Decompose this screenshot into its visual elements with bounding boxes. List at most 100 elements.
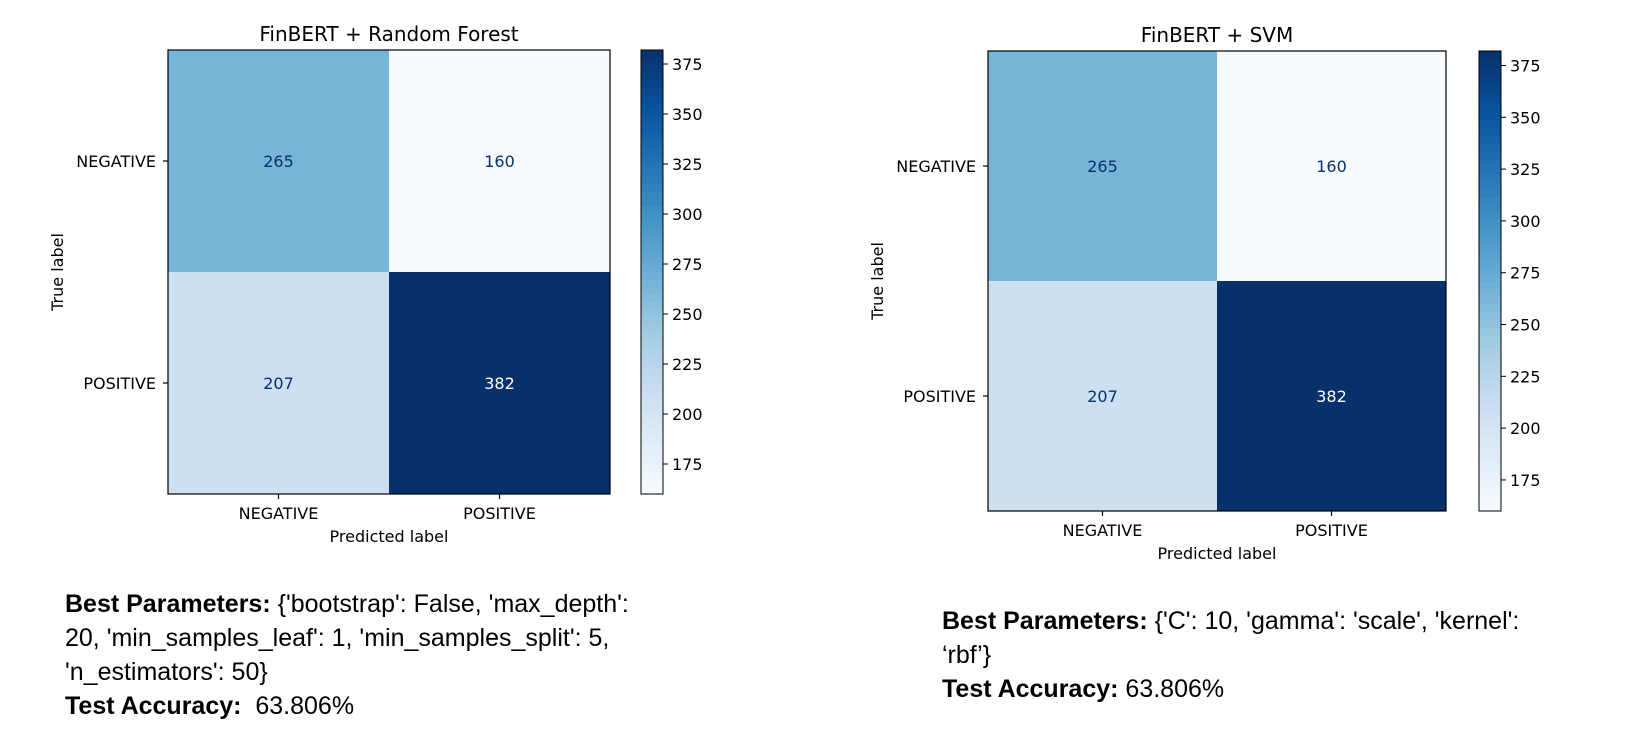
svm-colorbar-seg [1479,304,1501,313]
svm-colorbar-seg [1479,380,1501,389]
svm-colorbar-tick-label-7: 350 [1510,108,1541,127]
rf-colorbar-seg [641,486,663,495]
rf-colorbar-seg [641,242,663,251]
rf-colorbar-seg [641,205,663,214]
rf-colorbar-tick-label-6: 325 [672,155,703,174]
rf-cell-label-r1-c0: 207 [263,374,294,393]
rf-colorbar-seg [641,116,663,125]
svm-colorbar-tick-label-0: 175 [1510,471,1541,490]
svm-colorbar-tick-label-5: 300 [1510,212,1541,231]
svm-colorbar-seg [1479,442,1501,451]
svm-colorbar-seg [1479,503,1501,512]
svm-params-text-2: ‘rbf’} [942,641,992,669]
svm-cell-r0-c0 [988,51,1217,281]
rf-cell-r1-c0 [168,272,389,494]
rf-colorbar-seg [641,464,663,473]
svm-xtick-label-0: NEGATIVE [1063,521,1143,540]
rf-colorbar-seg [641,471,663,480]
rf-colorbar-seg [641,457,663,465]
rf-colorbar-seg [641,175,663,184]
svm-colorbar-seg [1479,396,1501,405]
svm-colorbar-seg [1479,495,1501,504]
svm-params-text-1: {'C': 10, 'gamma': 'scale', 'kernel': [1154,607,1520,635]
svm-colorbar-seg [1479,472,1501,481]
rf-colorbar-seg [641,353,663,362]
svm-colorbar-seg [1479,181,1501,190]
svm-plot-frame [987,50,1447,512]
rf-colorbar-seg [641,235,663,243]
rf-colorbar-seg [641,227,663,236]
rf-plot-frame [167,49,611,495]
svm-cell-label-r1-c0: 207 [1087,387,1118,406]
svm-colorbar-seg [1479,426,1501,435]
rf-colorbar-seg [641,212,663,221]
svm-colorbar-seg [1479,120,1501,129]
svm-cell-label-r0-c0: 265 [1087,157,1118,176]
rf-colorbar-seg [641,442,663,451]
svm-colorbar-seg [1479,150,1501,159]
rf-colorbar-tick-label-1: 200 [672,405,703,424]
rf-ylabel: True label [48,233,67,312]
rf-colorbar-seg [641,249,663,258]
svm-colorbar-seg [1479,449,1501,458]
svm-colorbar-seg [1479,81,1501,90]
rf-title: FinBERT + Random Forest [259,22,518,46]
rf-colorbar-seg [641,301,663,310]
svm-colorbar-seg [1479,143,1501,152]
rf-ytick-label-1: POSITIVE [83,374,156,393]
svm-colorbar-seg [1479,173,1501,182]
svm-ytick-label-0: NEGATIVE [896,157,976,176]
rf-colorbar-seg [641,168,663,177]
svm-colorbar-tick-label-8: 375 [1510,57,1541,76]
svm-colorbar-seg [1479,51,1501,60]
rf-colorbar-tick-label-0: 175 [672,455,703,474]
svm-colorbar-seg [1479,465,1501,474]
rf-colorbar-seg [641,72,663,81]
rf-colorbar-seg [641,50,663,58]
rf-colorbar-seg [641,64,663,73]
svm-colorbar-seg [1479,212,1501,221]
rf-colorbar-seg [641,279,663,288]
svm-colorbar-seg [1479,411,1501,420]
rf-params-line-1: Best Parameters: {'bootstrap': False, 'm… [65,587,725,621]
svm-colorbar-seg [1479,219,1501,228]
rf-xlabel: Predicted label [330,527,449,546]
rf-colorbar-seg [641,153,663,162]
svm-colorbar-seg [1479,166,1501,175]
svm-xtick-label-1: POSITIVE [1295,521,1368,540]
rf-colorbar-tick-label-8: 375 [672,55,703,74]
rf-colorbar-seg [641,434,663,443]
rf-colorbar-seg [641,101,663,110]
rf-params-label: Best Parameters: [65,590,271,618]
rf-colorbar-seg [641,323,663,332]
svm-cell-r1-c0 [988,281,1217,511]
rf-params-block: Best Parameters: {'bootstrap': False, 'm… [65,587,725,723]
rf-xtick-label-1: POSITIVE [463,504,536,523]
svm-colorbar-tick-label-6: 325 [1510,160,1541,179]
svm-cell-r1-c1 [1217,281,1446,511]
svm-colorbar-seg [1479,112,1501,121]
rf-colorbar-seg [641,198,663,206]
rf-colorbar-seg [641,161,663,169]
rf-colorbar-seg [641,124,663,132]
rf-colorbar-seg [641,420,663,428]
rf-colorbar-seg [641,272,663,280]
rf-colorbar-seg [641,87,663,95]
svm-cell-r0-c1 [1217,51,1446,281]
svm-colorbar-seg [1479,319,1501,328]
svm-colorbar-seg [1479,373,1501,382]
svm-colorbar-seg [1479,434,1501,443]
rf-colorbar-tick-label-3: 250 [672,305,703,324]
svm-colorbar-tick-label-4: 275 [1510,264,1541,283]
svm-colorbar-frame [1478,50,1502,512]
svm-title: FinBERT + SVM [1141,23,1293,47]
svm-colorbar-seg [1479,480,1501,489]
svm-colorbar-seg [1479,158,1501,167]
svm-colorbar-tick-label-2: 225 [1510,367,1541,386]
svm-colorbar-seg [1479,334,1501,343]
svm-params-line-1: Best Parameters: {'C': 10, 'gamma': 'sca… [942,604,1622,638]
rf-accuracy-line: Test Accuracy: 63.806% [65,689,725,723]
rf-colorbar-seg [641,412,663,421]
svm-colorbar-seg [1479,403,1501,412]
svm-colorbar-seg [1479,135,1501,144]
